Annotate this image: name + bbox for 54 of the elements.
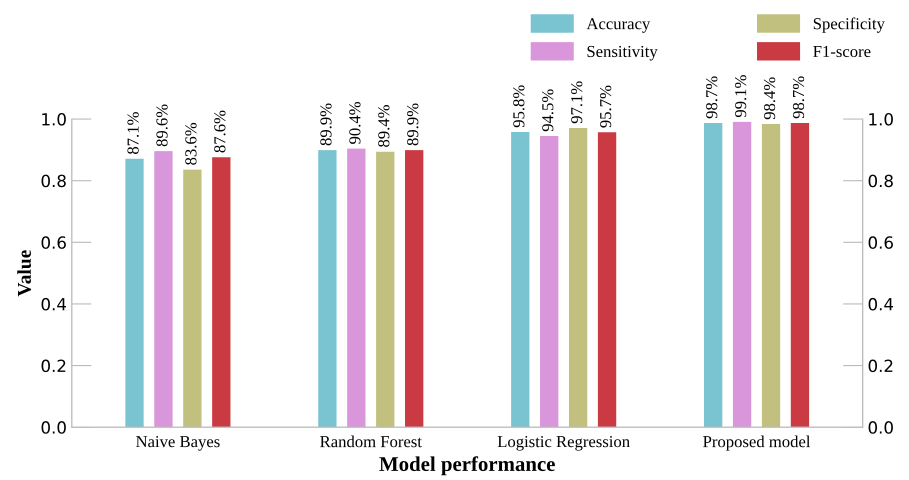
bar (732, 122, 752, 428)
y2-tick-label: 0.4 (868, 298, 894, 311)
data-label: 94.5% (542, 89, 554, 132)
bar (762, 124, 780, 428)
x-tick-label: Proposed model (703, 436, 810, 451)
bar (125, 158, 144, 428)
legend-label: Sensitivity (588, 46, 658, 61)
y2-tick-label: 0.6 (868, 236, 893, 249)
x-axis-title: Model performance (379, 456, 555, 476)
y2-tick-label: 1.0 (869, 113, 893, 126)
bar (347, 148, 366, 428)
bar (376, 152, 394, 428)
y-tick-label: 0.0 (42, 421, 66, 434)
x-tick-label: Naive Bayes (136, 436, 220, 451)
x-tick-label: Random Forest (320, 436, 422, 448)
data-label: 98.7% (706, 76, 718, 118)
y2-tick-label: 0.8 (868, 174, 893, 188)
y-tick-label: 0.6 (42, 236, 66, 249)
bar (318, 150, 337, 428)
data-label: 87.6% (214, 110, 226, 152)
legend-label: Specificity (814, 17, 885, 33)
y-tick-label: 0.8 (42, 174, 66, 188)
y2-tick-label: 0.2 (868, 360, 892, 372)
data-label: 90.4% (349, 102, 361, 144)
bar (154, 151, 173, 428)
y-tick-label: 0.2 (42, 360, 66, 372)
data-label: 89.4% (378, 105, 390, 147)
data-label: 89.9% (407, 104, 418, 146)
data-label: 89.6% (156, 104, 168, 146)
bar (540, 136, 558, 428)
legend-label: Accuracy (586, 18, 650, 33)
bar (598, 132, 616, 428)
x-tick-label: Logistic Regression (498, 436, 630, 451)
y-tick-label: 0.4 (42, 298, 66, 311)
bar (511, 132, 530, 428)
bar (704, 123, 722, 428)
data-label: 99.1% (735, 75, 746, 118)
bar (568, 128, 588, 428)
y-axis-title: Value (17, 250, 32, 296)
bar (405, 150, 424, 428)
legend-label: F1-score (813, 46, 870, 58)
data-label: 89.9% (320, 104, 332, 146)
bar (790, 123, 810, 428)
bar (212, 157, 230, 428)
data-label: 95.7% (600, 86, 612, 128)
y2-tick-label: 0.0 (868, 421, 893, 434)
bar (183, 170, 202, 428)
data-label: 98.4% (764, 77, 776, 120)
data-label: 83.6% (185, 122, 197, 165)
data-label: 87.1% (127, 112, 139, 154)
y-tick-label: 1.0 (42, 113, 66, 126)
data-label: 97.1% (571, 81, 582, 124)
data-label: 95.8% (513, 85, 525, 128)
data-label: 98.7% (792, 76, 804, 118)
